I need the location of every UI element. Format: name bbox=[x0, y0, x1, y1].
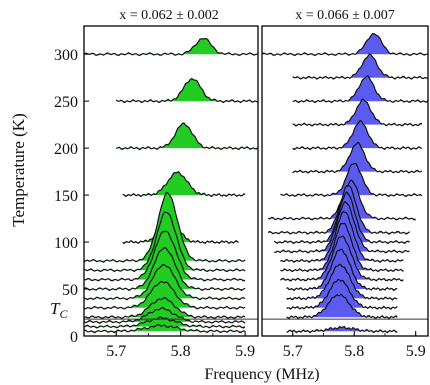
right-trace-line-225k bbox=[292, 98, 423, 127]
right-x-tick-label-5.7: 5.7 bbox=[283, 343, 303, 360]
left-trace-fill-20k bbox=[84, 297, 246, 319]
right-trace-line-300k bbox=[261, 32, 429, 57]
left-trace-line-250k bbox=[115, 77, 259, 104]
y-axis-label: Temperature (K) bbox=[9, 113, 28, 227]
left-x-tick-label-5.8: 5.8 bbox=[171, 343, 191, 360]
right-trace-line-250k bbox=[292, 75, 429, 104]
right-trace-fill-5k bbox=[286, 326, 398, 333]
tc-label: TC bbox=[50, 299, 68, 321]
right-trace-line-200k bbox=[292, 119, 423, 151]
tc-label-sub: C bbox=[59, 307, 68, 321]
right-panel-traces bbox=[261, 32, 429, 334]
x-axis-label: Frequency (MHz) bbox=[204, 366, 319, 383]
right-trace-fill-30k bbox=[286, 279, 398, 309]
left-trace-line-80k bbox=[83, 191, 246, 263]
y-tick-label-300: 300 bbox=[54, 47, 78, 64]
left-trace-line-70k bbox=[83, 211, 246, 273]
left-trace-fill-150k bbox=[122, 171, 246, 197]
right-x-tick-label-5.9: 5.9 bbox=[406, 343, 426, 360]
right-trace-line-275k bbox=[292, 53, 429, 80]
right-trace-fill-200k bbox=[292, 120, 422, 150]
y-tick-label-150: 150 bbox=[54, 188, 78, 205]
left-x-tick-label-5.7: 5.7 bbox=[106, 343, 126, 360]
left-trace-fill-250k bbox=[116, 78, 258, 103]
left-trace-fill-10k bbox=[84, 317, 246, 328]
left-trace-fill-300k bbox=[84, 38, 258, 56]
left-trace-line-15k bbox=[83, 306, 246, 324]
right-trace-line-110k bbox=[267, 185, 410, 235]
right-x-tick-label-5.8: 5.8 bbox=[344, 343, 364, 360]
y-tick-label-50: 50 bbox=[62, 282, 78, 299]
right-trace-line-40k bbox=[286, 263, 398, 301]
left-trace-line-20k bbox=[83, 296, 246, 320]
left-trace-line-300k bbox=[83, 37, 259, 57]
left-trace-line-50k bbox=[83, 246, 246, 292]
left-trace-fill-30k bbox=[84, 281, 246, 310]
right-x-axis: 5.7 5.8 5.9 bbox=[261, 331, 426, 360]
y-tick-label-100: 100 bbox=[54, 235, 78, 252]
y-tick-label-250: 250 bbox=[54, 94, 78, 111]
left-trace-line-10k bbox=[83, 316, 246, 329]
right-trace-fill-175k bbox=[292, 142, 422, 173]
left-trace-fill-15k bbox=[84, 307, 246, 324]
left-trace-line-40k bbox=[83, 263, 246, 301]
right-trace-fill-300k bbox=[262, 33, 428, 56]
left-trace-line-5k bbox=[83, 323, 246, 334]
right-trace-fill-275k bbox=[292, 54, 428, 79]
right-trace-line-150k bbox=[280, 162, 423, 198]
tc-label-main: T bbox=[50, 299, 61, 318]
right-trace-line-90k bbox=[274, 200, 410, 254]
right-trace-line-80k bbox=[280, 210, 404, 263]
left-panel-traces bbox=[83, 37, 259, 334]
left-trace-line-150k bbox=[122, 170, 246, 198]
left-trace-line-60k bbox=[83, 230, 246, 282]
right-trace-line-5k bbox=[286, 325, 398, 334]
right-panel-title: x = 0.066 ± 0.007 bbox=[295, 8, 395, 23]
left-x-axis: 5.7 5.8 5.9 bbox=[83, 331, 255, 360]
right-trace-line-60k bbox=[280, 235, 404, 282]
y-tick-label-0: 0 bbox=[70, 329, 78, 346]
y-tick-label-200: 200 bbox=[54, 141, 78, 158]
right-trace-line-30k bbox=[286, 278, 398, 310]
left-panel-frame bbox=[83, 25, 259, 337]
right-trace-line-100k bbox=[273, 191, 410, 245]
right-trace-line-175k bbox=[292, 141, 423, 174]
left-trace-line-200k bbox=[115, 122, 259, 151]
right-trace-line-20k bbox=[286, 293, 398, 320]
left-y-axis: 0 50 100 150 200 250 300 bbox=[54, 47, 89, 346]
left-x-tick-label-5.9: 5.9 bbox=[235, 343, 255, 360]
left-trace-line-30k bbox=[83, 280, 246, 310]
left-panel-title: x = 0.062 ± 0.002 bbox=[119, 8, 219, 23]
right-trace-line-50k bbox=[286, 248, 398, 292]
left-trace-fill-200k bbox=[116, 123, 258, 150]
right-trace-fill-20k bbox=[286, 294, 398, 319]
right-panel-frame bbox=[261, 25, 429, 337]
right-trace-fill-250k bbox=[292, 75, 428, 103]
right-trace-line-70k bbox=[280, 222, 404, 273]
right-trace-fill-225k bbox=[292, 99, 422, 126]
